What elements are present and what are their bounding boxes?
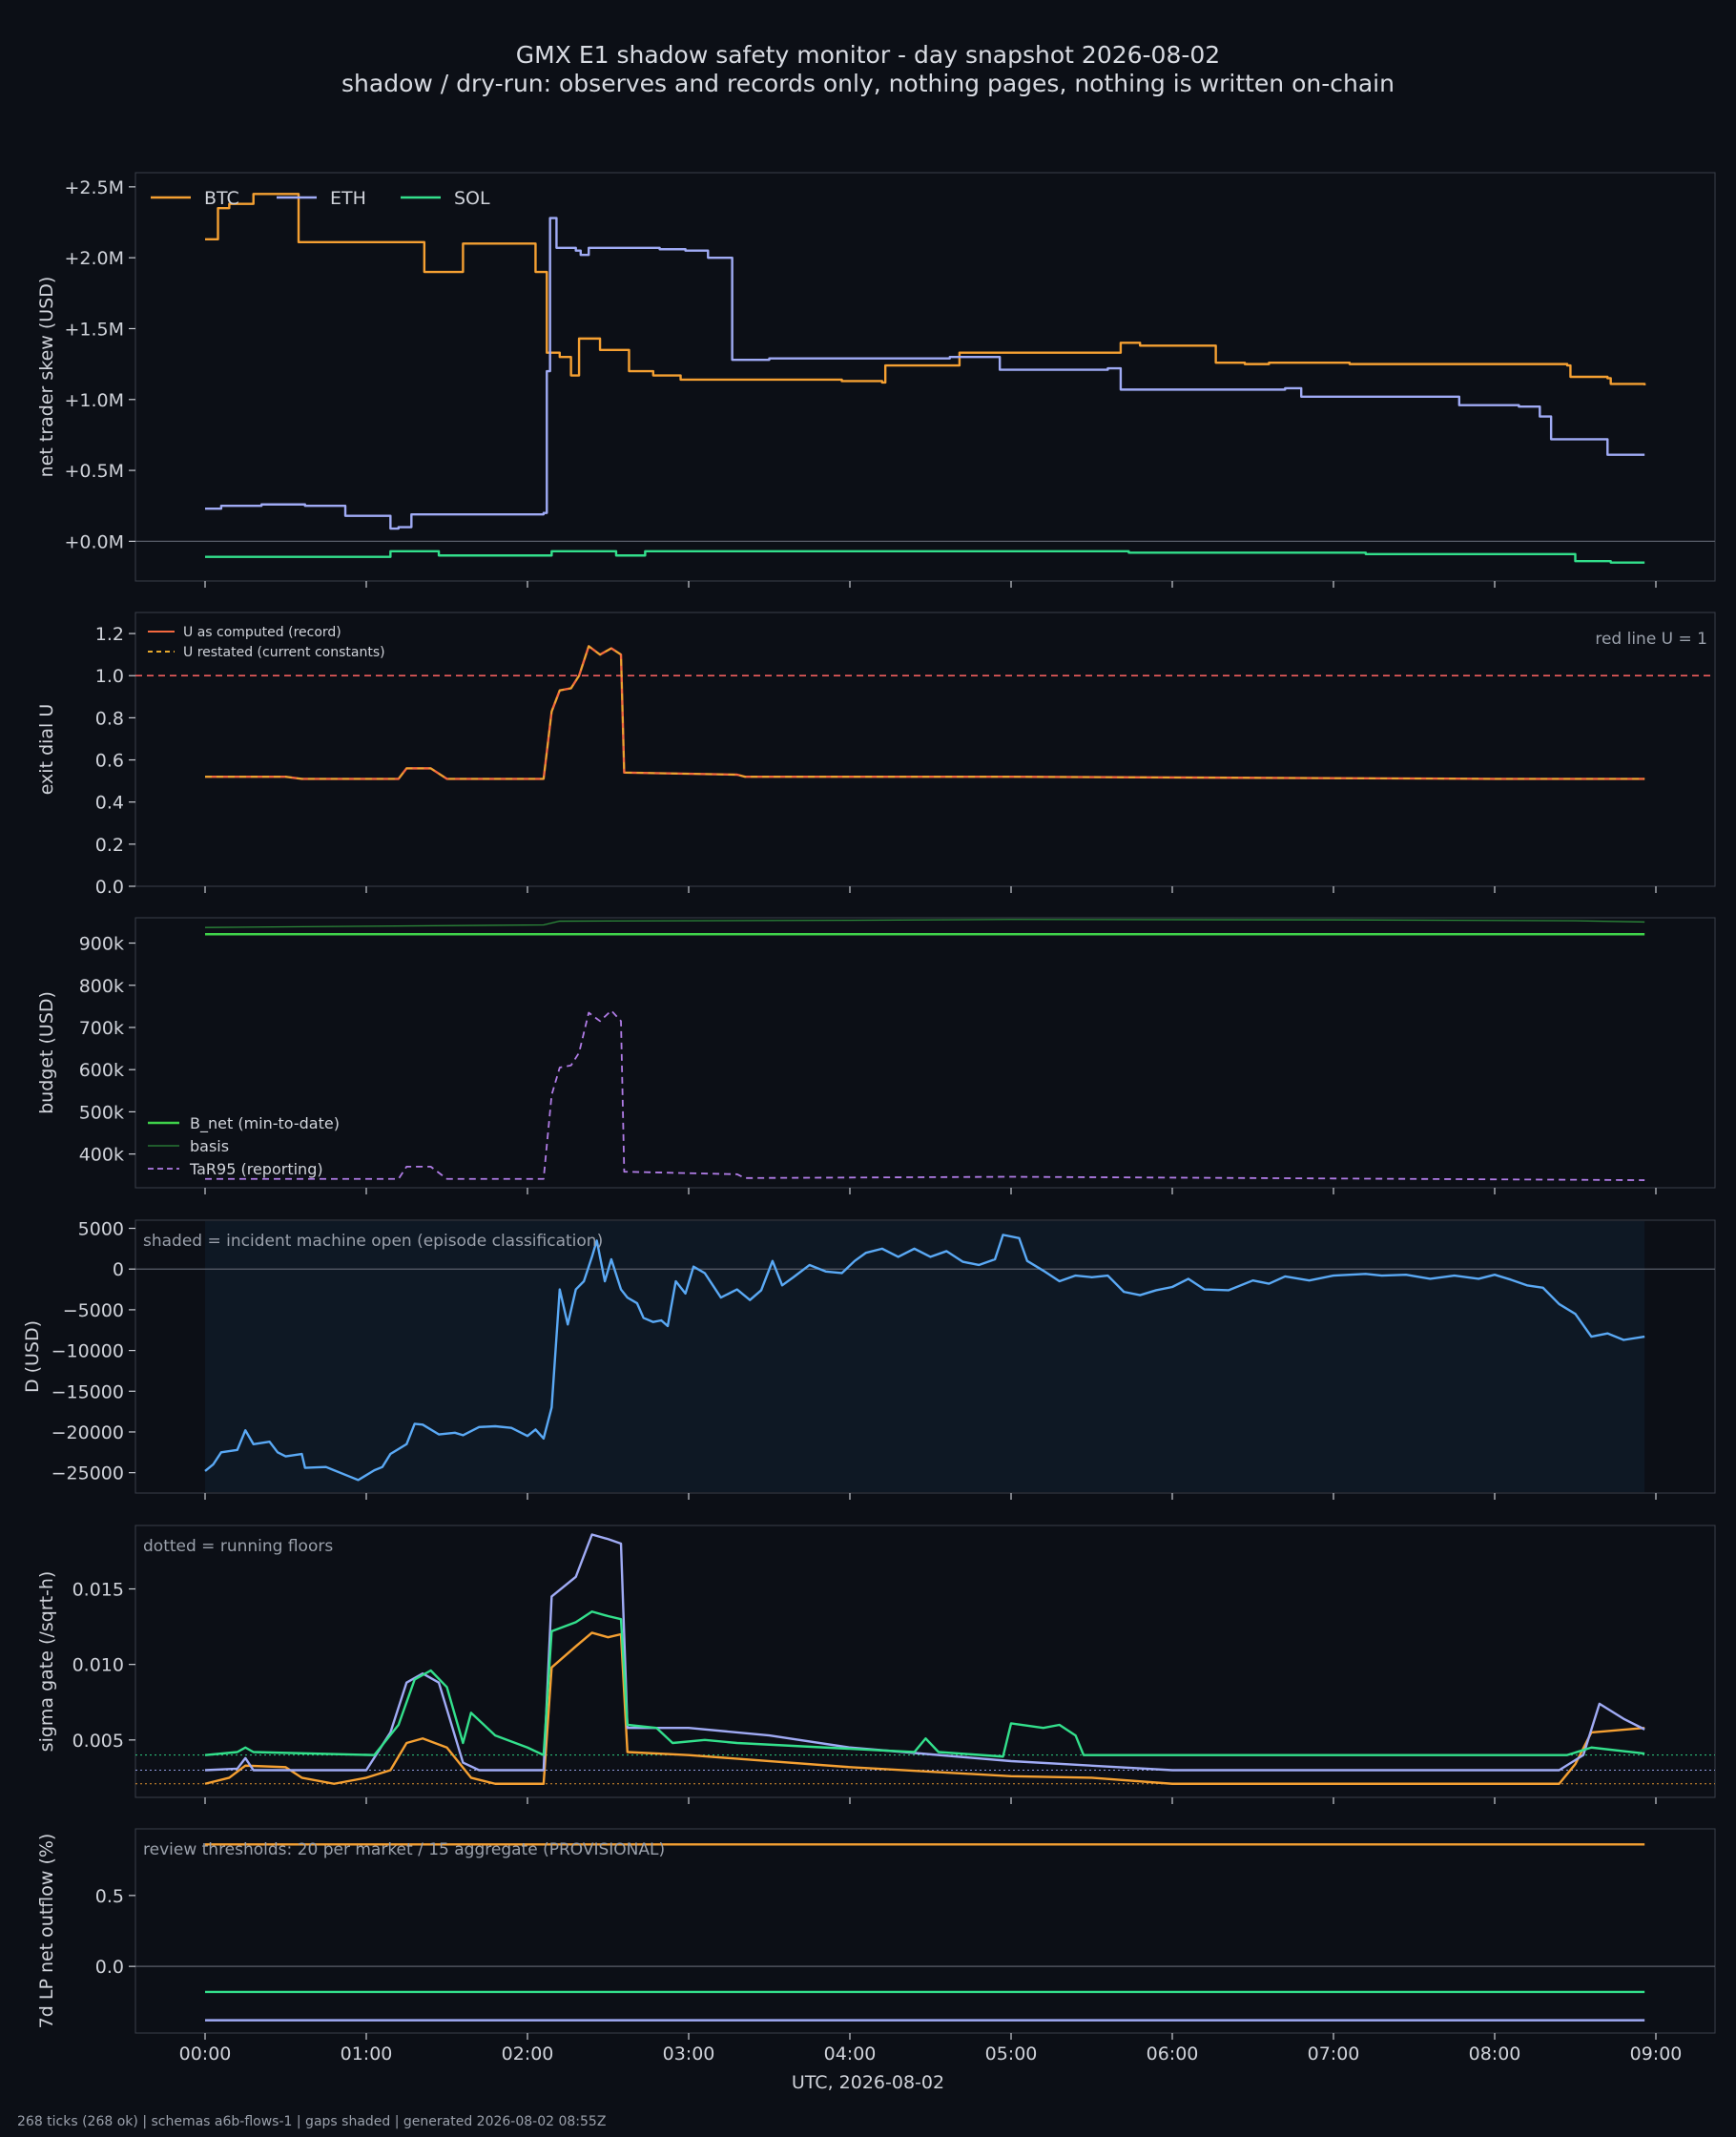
- y-tick-label: +2.5M: [64, 177, 124, 198]
- series-line-tar95-reporting--2: [205, 1009, 1645, 1181]
- y-tick-label: 1.2: [95, 624, 124, 645]
- y-tick-label: 5000: [78, 1219, 124, 1240]
- panel-5: 0.005 0.010 0.015 sigma gate (/sqrt-h) dotte…: [36, 1525, 1716, 1804]
- plot-area: [134, 172, 1716, 582]
- plot-area: [134, 1525, 1716, 1798]
- legend-label: ETH: [330, 188, 366, 209]
- incident-shade: [205, 1221, 1645, 1492]
- panel-2: 0.0 0.2 0.4 0.6 0.8 1.0 1.2 exit dial U red line…: [36, 612, 1716, 898]
- panel-4: −25000 −20000 −15000 −10000 −5000 0 5000 D (USD…: [22, 1219, 1716, 1500]
- x-tick-label: 00:00: [179, 2044, 232, 2064]
- y-tick-label: 500k: [79, 1102, 124, 1123]
- figure-title: GMX E1 shadow safety monitor - day snaps…: [516, 41, 1220, 69]
- y-axis-label: sigma gate (/sqrt-h): [36, 1571, 57, 1753]
- y-tick-label: −25000: [52, 1463, 124, 1484]
- plot-area: [134, 917, 1716, 1189]
- x-tick-label: 03:00: [663, 2044, 715, 2064]
- series-line-sol-2: [204, 1610, 1645, 1758]
- y-axis-label: net trader skew (USD): [36, 277, 57, 478]
- panel-1: +0.0M +0.5M +1.0M +1.5M +2.0M +2.5M net trader…: [36, 172, 1716, 588]
- y-tick-label: 0.010: [72, 1655, 124, 1676]
- x-axis: 00:00 01:00 02:00 03:00 04:00 05:00 06:00 07:00…: [179, 2044, 1683, 2064]
- y-tick-label: 0.0: [95, 1957, 124, 1978]
- y-tick-label: 1.0: [95, 666, 124, 687]
- legend-label: SOL: [454, 188, 490, 209]
- y-tick-label: +1.5M: [64, 319, 124, 340]
- legend: B_net (min-to-date) basis TaR95 (reporting…: [148, 1114, 340, 1178]
- y-tick-label: 0.4: [95, 793, 124, 814]
- y-tick-label: 0.0: [95, 877, 124, 898]
- y-tick-label: 0.2: [95, 835, 124, 856]
- x-tick-label: 08:00: [1469, 2044, 1521, 2064]
- series-line-eth-1: [205, 217, 1645, 530]
- y-tick-label: 0.6: [95, 751, 124, 772]
- y-axis-label: budget (USD): [36, 991, 57, 1114]
- x-tick-label: 01:00: [341, 2044, 393, 2064]
- panel-6: 0.0 0.5 7d LP net outflow (%) review thresh…: [36, 1828, 1716, 2040]
- legend: U as computed (record) U restated (curren…: [148, 625, 385, 660]
- series-line-btc-0: [205, 193, 1646, 385]
- plot-area: [134, 612, 1716, 887]
- y-tick-label: 600k: [79, 1060, 124, 1081]
- x-axis-label: UTC, 2026-08-02: [792, 2072, 944, 2093]
- y-tick-label: +0.0M: [64, 531, 124, 552]
- y-axis-label: exit dial U: [36, 704, 57, 796]
- y-axis-label: D (USD): [22, 1320, 43, 1393]
- series-line-sol-2: [205, 550, 1645, 564]
- y-tick-label: −5000: [63, 1300, 124, 1321]
- series-line-u-restated-current-constants--1: [205, 645, 1645, 780]
- legend-label: basis: [190, 1137, 229, 1155]
- x-tick-label: 04:00: [824, 2044, 877, 2064]
- annotation: shaded = incident machine open (episode …: [143, 1232, 603, 1251]
- x-tick-label: 02:00: [502, 2044, 554, 2064]
- panels-group: +0.0M +0.5M +1.0M +1.5M +2.0M +2.5M net trader…: [22, 172, 1716, 2040]
- series-line-basis-1: [204, 919, 1645, 928]
- legend-label: U restated (current constants): [183, 645, 385, 660]
- y-tick-label: 0: [113, 1259, 124, 1280]
- y-tick-label: −10000: [52, 1341, 124, 1362]
- series-line-d-0: [204, 1234, 1645, 1482]
- y-tick-label: −20000: [52, 1422, 124, 1443]
- y-tick-label: 800k: [79, 976, 124, 997]
- annotation: dotted = running floors: [143, 1537, 333, 1556]
- x-tick-label: 07:00: [1308, 2044, 1360, 2064]
- y-tick-label: 0.5: [95, 1886, 124, 1907]
- annotation: review thresholds: 20 per market / 15 ag…: [143, 1840, 665, 1859]
- legend-label: B_net (min-to-date): [190, 1114, 340, 1133]
- figure-subtitle: shadow / dry-run: observes and records o…: [341, 70, 1395, 97]
- legend: BTC ETH SOL: [151, 188, 490, 209]
- legend-label: BTC: [204, 188, 239, 209]
- y-tick-label: +2.0M: [64, 248, 124, 269]
- annotation: red line U = 1: [1595, 630, 1707, 649]
- panel-3: 400k 500k 600k 700k 800k 900k budget (USD) B_ne…: [36, 917, 1716, 1194]
- x-tick-label: 06:00: [1147, 2044, 1199, 2064]
- y-tick-label: 900k: [79, 934, 124, 955]
- y-tick-label: 0.005: [72, 1731, 124, 1752]
- plot-area: [134, 1828, 1716, 2034]
- y-tick-label: +1.0M: [64, 390, 124, 411]
- y-tick-label: −15000: [52, 1381, 124, 1402]
- y-axis-label: 7d LP net outflow (%): [36, 1834, 57, 2029]
- footer-status: 268 ticks (268 ok) | schemas a6b-flows-1…: [17, 2114, 606, 2129]
- y-tick-label: 0.015: [72, 1580, 124, 1601]
- y-tick-label: 400k: [79, 1145, 124, 1166]
- y-tick-label: 0.8: [95, 708, 124, 729]
- legend-label: TaR95 (reporting): [189, 1160, 323, 1178]
- legend-label: U as computed (record): [183, 625, 341, 640]
- series-line-btc-0: [204, 1631, 1645, 1785]
- y-tick-label: 700k: [79, 1018, 124, 1039]
- x-tick-label: 05:00: [985, 2044, 1038, 2064]
- y-tick-label: +0.5M: [64, 461, 124, 482]
- x-tick-label: 09:00: [1630, 2044, 1683, 2064]
